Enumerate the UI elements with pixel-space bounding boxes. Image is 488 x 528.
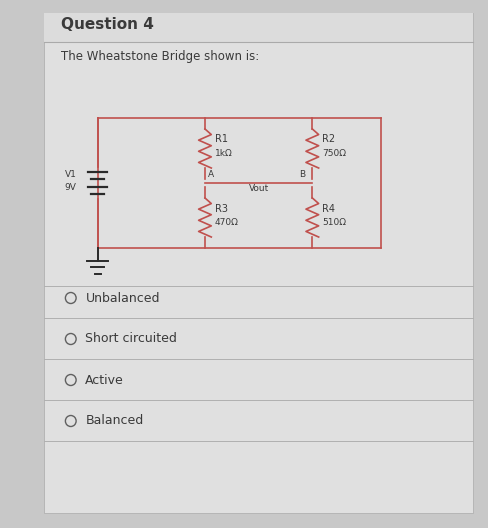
FancyBboxPatch shape: [44, 13, 473, 43]
Text: R2: R2: [322, 135, 335, 145]
Text: R3: R3: [215, 203, 228, 213]
Text: R1: R1: [215, 135, 228, 145]
Text: Unbalanced: Unbalanced: [85, 291, 160, 305]
Text: Short circuited: Short circuited: [85, 333, 177, 345]
Text: The Wheatstone Bridge shown is:: The Wheatstone Bridge shown is:: [61, 51, 259, 63]
Text: 9V: 9V: [65, 184, 77, 193]
Text: 750Ω: 750Ω: [322, 149, 346, 158]
FancyBboxPatch shape: [44, 13, 473, 513]
Text: V1: V1: [65, 169, 77, 178]
Text: R4: R4: [322, 203, 335, 213]
Text: 510Ω: 510Ω: [322, 218, 346, 227]
Text: B: B: [299, 170, 305, 179]
Text: A: A: [208, 170, 214, 179]
Text: 1kΩ: 1kΩ: [215, 149, 232, 158]
Text: Vout: Vout: [248, 184, 269, 193]
Text: Active: Active: [85, 373, 124, 386]
Text: Balanced: Balanced: [85, 414, 143, 428]
Text: Question 4: Question 4: [61, 17, 154, 32]
Text: 470Ω: 470Ω: [215, 218, 239, 227]
